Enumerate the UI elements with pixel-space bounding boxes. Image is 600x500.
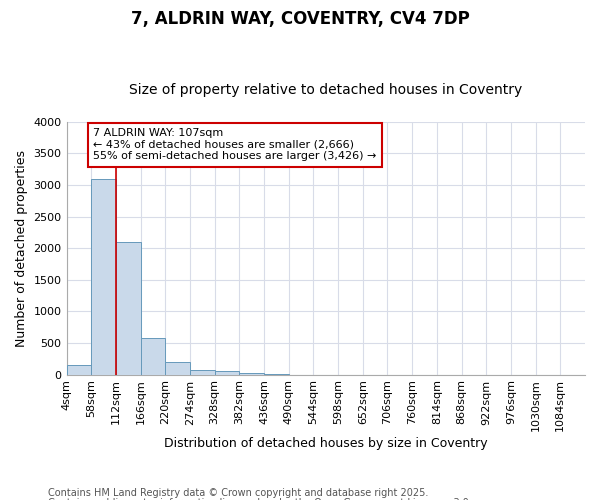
Bar [91,178,116,374]
Text: Contains HM Land Registry data © Crown copyright and database right 2025.: Contains HM Land Registry data © Crown c… [48,488,428,498]
Bar [239,372,264,374]
Text: 7 ALDRIN WAY: 107sqm
← 43% of detached houses are smaller (2,666)
55% of semi-de: 7 ALDRIN WAY: 107sqm ← 43% of detached h… [93,128,376,162]
Bar [140,338,165,374]
Bar [165,362,190,374]
X-axis label: Distribution of detached houses by size in Coventry: Distribution of detached houses by size … [164,437,488,450]
Text: Contains public sector information licensed under the Open Government Licence v3: Contains public sector information licen… [48,498,472,500]
Title: Size of property relative to detached houses in Coventry: Size of property relative to detached ho… [129,83,523,97]
Text: 7, ALDRIN WAY, COVENTRY, CV4 7DP: 7, ALDRIN WAY, COVENTRY, CV4 7DP [131,10,469,28]
Bar [116,242,140,374]
Bar [67,365,91,374]
Y-axis label: Number of detached properties: Number of detached properties [15,150,28,346]
Bar [190,370,215,374]
Bar [215,372,239,374]
